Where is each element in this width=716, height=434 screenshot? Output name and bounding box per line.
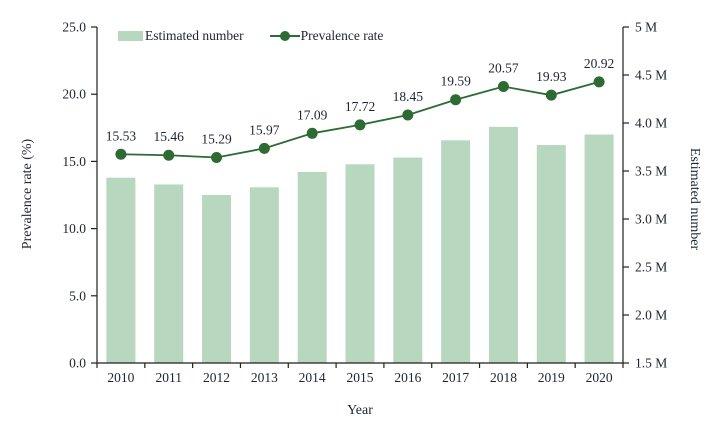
legend-label-estimated-number: Estimated number (145, 28, 244, 43)
x-tick-label-2011: 2011 (155, 370, 182, 385)
data-label-2018: 20.57 (488, 61, 519, 76)
left-axis-tick-label: 10.0 (62, 221, 86, 236)
bar-2014 (297, 171, 327, 363)
legend-item-estimated-number: Estimated number (118, 28, 244, 44)
bar-2015 (345, 164, 375, 363)
bar-2010 (106, 177, 136, 363)
line-marker-2018 (497, 81, 509, 93)
right-axis-tick-label: 1.5 M (635, 356, 667, 371)
line-marker-2010 (115, 148, 127, 160)
data-label-2016: 18.45 (393, 89, 424, 104)
left-axis-title: Prevalence rate (%) (20, 138, 35, 250)
line-marker-2015 (354, 119, 366, 131)
line-legend-swatch-icon (269, 30, 300, 42)
right-axis-tick-label: 2.0 M (635, 308, 667, 323)
bar-2012 (202, 195, 232, 363)
x-tick-label-2017: 2017 (442, 370, 469, 385)
data-label-2014: 17.09 (297, 107, 328, 122)
x-tick-label-2018: 2018 (490, 370, 517, 385)
line-marker-2014 (306, 127, 318, 139)
bar-2017 (441, 140, 471, 363)
left-axis-tick-label: 15.0 (62, 154, 86, 169)
left-axis-tick-label: 20.0 (62, 87, 86, 102)
x-tick-label-2016: 2016 (394, 370, 421, 385)
line-marker-2012 (211, 152, 223, 164)
bar-2018 (488, 126, 518, 363)
line-marker-2013 (258, 142, 270, 154)
line-marker-2019 (545, 89, 557, 101)
x-tick-label-2010: 2010 (107, 370, 134, 385)
x-axis-title: Year (347, 403, 373, 418)
right-axis-tick-label: 5 M (635, 20, 657, 35)
x-tick-label-2012: 2012 (203, 370, 230, 385)
right-axis-tick-label: 3.0 M (635, 212, 667, 227)
data-label-2012: 15.29 (201, 132, 232, 147)
right-axis-tick-label: 3.5 M (635, 164, 667, 179)
x-tick-label-2015: 2015 (347, 370, 374, 385)
bar-2016 (393, 157, 423, 363)
line-marker-2020 (593, 76, 605, 88)
data-label-2020: 20.92 (584, 56, 614, 71)
bar-legend-swatch-icon (118, 31, 143, 41)
legend-item-prevalence-rate: Prevalence rate (269, 28, 384, 44)
bar-2013 (249, 187, 279, 363)
data-label-2011: 15.46 (154, 129, 185, 144)
x-tick-label-2013: 2013 (251, 370, 278, 385)
data-label-2015: 17.72 (345, 99, 375, 114)
x-tick-label-2019: 2019 (538, 370, 565, 385)
x-tick-label-2014: 2014 (299, 370, 326, 385)
data-label-2013: 15.97 (249, 122, 280, 137)
right-axis-tick-label: 4.5 M (635, 68, 667, 83)
line-marker-2011 (163, 149, 175, 161)
left-axis-tick-label: 0.0 (69, 356, 86, 371)
data-label-2017: 19.59 (440, 74, 471, 89)
right-axis-tick-label: 4.0 M (635, 116, 667, 131)
line-marker-2017 (450, 94, 462, 106)
bar-2019 (536, 145, 566, 363)
legend-label-prevalence-rate: Prevalence rate (300, 28, 384, 43)
right-axis-title: Estimated number (687, 147, 702, 251)
bar-2020 (584, 134, 614, 363)
line-marker-2016 (402, 109, 414, 121)
data-label-2010: 15.53 (106, 128, 137, 143)
bar-2011 (154, 184, 184, 363)
left-axis-tick-label: 5.0 (69, 288, 86, 303)
chart-legend: Estimated number Prevalence rate (118, 28, 383, 44)
data-label-2019: 19.93 (536, 69, 567, 84)
x-tick-label-2020: 2020 (586, 370, 613, 385)
right-axis-tick-label: 2.5 M (635, 260, 667, 275)
left-axis-tick-label: 25.0 (62, 20, 86, 35)
